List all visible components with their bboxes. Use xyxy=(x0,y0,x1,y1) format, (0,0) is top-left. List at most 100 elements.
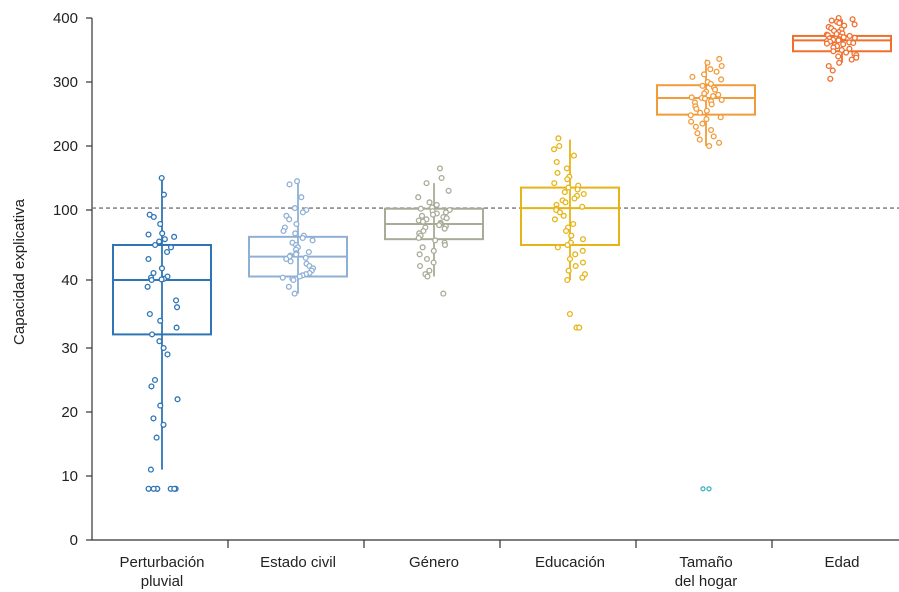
y-axis: 0 10 20 30 40 100 200 300 400 xyxy=(53,10,93,549)
data-point xyxy=(564,176,571,183)
data-point xyxy=(701,71,708,78)
data-point xyxy=(565,267,572,274)
box-2 xyxy=(248,178,348,297)
data-point xyxy=(572,262,579,270)
data-point xyxy=(150,213,157,221)
data-point xyxy=(150,415,157,422)
data-point xyxy=(159,230,166,237)
data-point xyxy=(840,41,847,48)
y-tick-label: 100 xyxy=(53,202,78,219)
y-tick-label: 300 xyxy=(53,74,78,91)
box-iqr xyxy=(656,84,756,116)
data-point xyxy=(835,53,842,60)
data-point xyxy=(426,199,433,206)
data-point xyxy=(293,251,300,258)
data-point xyxy=(564,241,571,249)
data-point xyxy=(699,82,706,89)
data-point xyxy=(430,259,437,266)
data-point xyxy=(827,75,834,82)
data-point xyxy=(148,383,155,390)
box-1 xyxy=(112,174,212,492)
data-point xyxy=(445,187,452,194)
data-point xyxy=(574,186,581,193)
category-label: Género xyxy=(409,554,459,571)
data-point xyxy=(717,114,724,121)
data-point xyxy=(157,220,164,228)
data-point xyxy=(843,49,850,56)
data-point xyxy=(706,142,713,150)
data-point xyxy=(173,297,180,304)
data-point xyxy=(564,276,571,284)
data-point xyxy=(157,402,164,409)
data-point xyxy=(563,165,570,172)
data-point xyxy=(146,310,153,318)
category-label: Educación xyxy=(535,554,605,571)
data-point xyxy=(440,290,447,297)
data-point xyxy=(846,45,853,52)
data-point xyxy=(692,123,699,130)
x-axis: Perturbación pluvial Estado civil Género Edu… xyxy=(92,539,899,590)
data-point xyxy=(167,244,175,251)
data-point xyxy=(708,101,715,108)
data-point xyxy=(707,80,714,87)
data-point xyxy=(157,317,164,324)
data-point xyxy=(687,112,694,119)
data-point xyxy=(305,248,312,256)
data-point xyxy=(579,203,586,210)
data-point xyxy=(415,234,422,242)
data-point xyxy=(835,37,842,44)
data-point xyxy=(283,255,290,263)
data-point xyxy=(693,105,700,112)
data-point xyxy=(551,216,558,223)
data-point xyxy=(828,17,835,24)
data-point xyxy=(151,376,159,384)
category-label: Estado civil xyxy=(260,554,336,571)
y-tick-label: 10 xyxy=(61,468,78,485)
data-point xyxy=(144,283,151,290)
data-point xyxy=(163,248,171,256)
data-point xyxy=(715,139,723,146)
data-point xyxy=(419,244,426,251)
data-point xyxy=(171,485,178,492)
data-point xyxy=(279,274,286,281)
data-point xyxy=(551,180,558,187)
data-point xyxy=(441,241,449,249)
data-point xyxy=(309,237,316,244)
data-point xyxy=(840,34,847,41)
box-3 xyxy=(384,165,484,297)
data-point xyxy=(707,126,715,134)
data-point xyxy=(171,233,178,240)
y-tick-label: 0 xyxy=(70,532,78,549)
data-point xyxy=(149,331,156,338)
data-point xyxy=(554,244,561,251)
data-point xyxy=(436,165,443,172)
data-point xyxy=(566,310,573,318)
data-point xyxy=(561,189,568,196)
data-point xyxy=(145,231,152,238)
data-point xyxy=(291,290,298,297)
data-point xyxy=(556,209,564,216)
data-point xyxy=(711,86,719,93)
data-point xyxy=(429,211,437,218)
data-point xyxy=(718,96,725,103)
data-point xyxy=(568,232,575,239)
data-point xyxy=(576,324,583,331)
data-point xyxy=(293,220,300,228)
data-point xyxy=(579,236,587,243)
outlier-point xyxy=(706,486,712,492)
data-point xyxy=(550,146,558,153)
data-point xyxy=(570,152,578,159)
data-point xyxy=(851,34,858,41)
data-point xyxy=(688,118,695,125)
y-tick-label: 20 xyxy=(61,404,78,421)
data-point xyxy=(299,209,306,216)
data-point xyxy=(158,276,165,283)
data-point xyxy=(173,324,180,331)
data-point xyxy=(718,62,725,70)
data-point xyxy=(302,254,309,261)
data-point xyxy=(160,191,167,198)
data-point xyxy=(443,215,450,222)
data-point xyxy=(716,55,723,63)
boxes-group xyxy=(112,14,892,492)
data-point xyxy=(850,39,857,47)
